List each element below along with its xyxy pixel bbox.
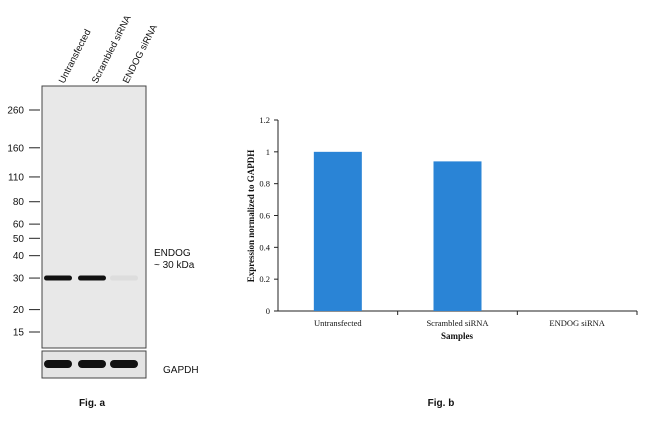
- x-tick-label: Untransfected: [314, 318, 362, 328]
- y-tick-label: 1: [266, 147, 270, 157]
- endog-bands: [44, 275, 138, 281]
- gapdh-bands: [44, 360, 138, 368]
- endog-band: [44, 275, 72, 281]
- marker-label: 40: [13, 251, 25, 262]
- x-tick-label: Scrambled siRNA: [426, 318, 489, 328]
- marker-label: 30: [13, 274, 25, 285]
- x-tick-labels: Untransfected Scrambled siRNA ENDOG siRNA: [314, 311, 638, 328]
- marker-ladder: 260 160 110 80 60 50 40 30 20 15: [7, 106, 40, 339]
- marker-label: 20: [13, 305, 25, 316]
- x-tick-label: ENDOG siRNA: [549, 318, 605, 328]
- gapdh-band: [110, 360, 138, 368]
- bar-chart-panel: 0 0.2 0.4 0.6 0.8 1 1.2 Untransfected Scrambled…: [246, 115, 638, 409]
- y-tick-label: 1.2: [259, 115, 270, 125]
- marker-label: 50: [13, 234, 25, 245]
- lane-label-untransfected: Untransfected: [57, 28, 94, 86]
- loading-control-label: GAPDH: [163, 365, 199, 376]
- western-blot-panel: Untransfected Scrambled siRNA ENDOG siRN…: [7, 13, 198, 409]
- endog-band: [78, 275, 106, 281]
- marker-label: 260: [7, 106, 24, 117]
- bars: [313, 151, 482, 311]
- y-axis-title: Expression normalized to GAPDH: [246, 150, 256, 283]
- gapdh-band: [78, 360, 106, 368]
- y-tick-label: 0.8: [259, 179, 270, 189]
- x-axis-title: Samples: [441, 331, 474, 341]
- marker-label: 160: [7, 143, 24, 154]
- endog-band: [110, 275, 138, 281]
- band-size-label: ~ 30 kDa: [154, 260, 195, 271]
- marker-label: 60: [13, 220, 25, 231]
- y-tick-label: 0.2: [259, 274, 270, 284]
- band-label: ENDOG: [154, 248, 191, 259]
- gapdh-band: [44, 360, 72, 368]
- y-tick-label: 0.4: [259, 242, 270, 252]
- caption-fig-b: Fig. b: [428, 398, 455, 409]
- y-tick-label: 0.6: [259, 211, 270, 221]
- marker-label: 15: [13, 328, 25, 339]
- caption-fig-a: Fig. a: [79, 398, 106, 409]
- bar: [313, 151, 362, 311]
- blot-membrane: [41, 85, 147, 349]
- y-tick-label: 0: [266, 306, 270, 316]
- marker-label: 110: [8, 172, 24, 183]
- bar: [433, 161, 482, 311]
- y-ticks: 0 0.2 0.4 0.6 0.8 1 1.2: [259, 115, 278, 316]
- marker-label: 80: [13, 197, 25, 208]
